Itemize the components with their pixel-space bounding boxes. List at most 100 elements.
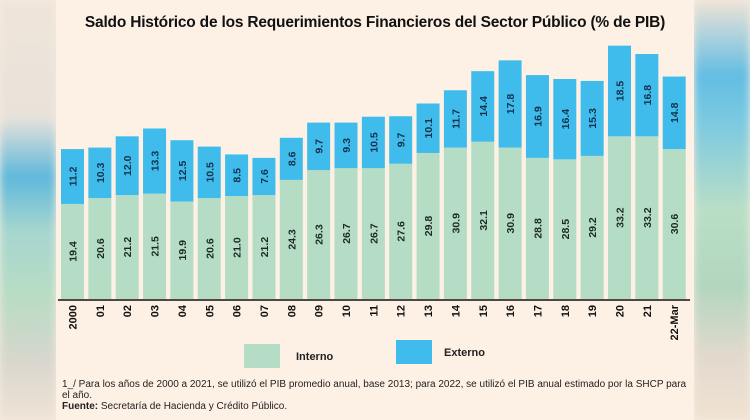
x-tick-label: 05 xyxy=(204,305,216,317)
bar-interno-14 xyxy=(443,147,467,299)
data-label-externo: 16.4 xyxy=(560,109,572,130)
legend-label-externo: Externo xyxy=(444,347,485,359)
bar-externo-18 xyxy=(553,78,577,160)
bar-externo-17 xyxy=(525,75,549,158)
data-label-interno: 26.7 xyxy=(368,223,380,244)
bar-interno-18 xyxy=(553,159,577,299)
data-label-externo: 10.5 xyxy=(368,132,380,153)
x-tick-label: 17 xyxy=(532,305,544,317)
x-tick-label: 10 xyxy=(341,305,353,317)
data-label-interno: 32.1 xyxy=(478,210,490,231)
bar-externo-07 xyxy=(252,157,276,196)
bar-externo-11 xyxy=(361,116,385,169)
data-label-interno: 27.6 xyxy=(396,221,408,242)
data-label-interno: 33.2 xyxy=(642,207,654,228)
bar-externo-04 xyxy=(170,140,194,202)
x-tick-label: 03 xyxy=(150,305,162,317)
source-label: Fuente: xyxy=(62,401,99,412)
bar-externo-13 xyxy=(416,103,440,153)
bar-externo-2000 xyxy=(61,149,84,204)
x-tick-label: 15 xyxy=(478,305,490,317)
footnote-text: 1_/ Para los años de 2000 a 2021, se uti… xyxy=(62,379,687,401)
data-label-externo: 10.3 xyxy=(95,162,107,183)
bar-externo-12 xyxy=(389,116,413,164)
data-label-externo: 17.8 xyxy=(505,94,517,115)
bar-interno-09 xyxy=(307,170,331,299)
chart-title: Saldo Histórico de los Requerimientos Fi… xyxy=(84,14,666,31)
bar-interno-17 xyxy=(525,157,549,299)
bar-interno-15 xyxy=(471,141,495,299)
bar-interno-2000 xyxy=(61,203,84,299)
x-tick-label: 12 xyxy=(396,305,408,317)
bar-externo-08 xyxy=(279,137,303,180)
bar-externo-09 xyxy=(307,122,331,171)
legend: Interno Externo xyxy=(56,338,694,368)
x-tick-label: 07 xyxy=(259,305,271,317)
bar-externo-06 xyxy=(225,154,249,197)
bar-externo-01 xyxy=(88,147,112,199)
data-label-externo: 16.9 xyxy=(532,106,544,127)
x-tick-label: 18 xyxy=(560,305,572,317)
data-label-externo: 8.5 xyxy=(232,168,244,183)
data-label-interno: 28.5 xyxy=(560,219,572,240)
x-tick-label: 20 xyxy=(615,305,627,317)
data-label-externo: 12.0 xyxy=(122,155,134,176)
chart-panel: Saldo Histórico de los Requerimientos Fi… xyxy=(56,0,694,420)
source-line: Fuente: Secretaría de Hacienda y Crédito… xyxy=(62,401,692,412)
data-label-externo: 9.7 xyxy=(396,133,408,148)
bar-interno-06 xyxy=(225,196,249,299)
data-label-interno: 21.5 xyxy=(150,236,162,257)
background-blur-right xyxy=(694,0,750,420)
x-tick-label: 06 xyxy=(232,305,244,317)
data-label-externo: 10.5 xyxy=(204,162,216,183)
legend-swatch-interno xyxy=(244,344,280,368)
data-label-interno: 20.6 xyxy=(204,238,216,259)
data-label-interno: 30.9 xyxy=(450,213,462,234)
x-tick-label: 19 xyxy=(587,305,599,317)
bar-interno-16 xyxy=(498,147,522,299)
bar-interno-13 xyxy=(416,152,440,299)
bar-externo-10 xyxy=(334,122,358,169)
data-label-externo: 15.3 xyxy=(587,108,599,129)
data-label-externo: 14.8 xyxy=(669,102,681,123)
x-tick-label: 22-Mar xyxy=(669,304,681,340)
x-tick-label: 02 xyxy=(122,305,134,317)
data-label-interno: 21.0 xyxy=(232,237,244,258)
data-label-interno: 26.7 xyxy=(341,223,353,244)
data-label-externo: 11.7 xyxy=(450,109,462,129)
data-label-externo: 8.6 xyxy=(286,151,298,166)
data-label-interno: 24.3 xyxy=(286,229,298,250)
bar-interno-22-Mar xyxy=(662,149,686,299)
data-label-externo: 14.4 xyxy=(478,96,490,117)
data-label-externo: 18.5 xyxy=(615,81,627,102)
bar-interno-04 xyxy=(170,201,194,299)
bar-externo-03 xyxy=(143,128,167,194)
x-tick-label: 01 xyxy=(95,305,107,317)
data-label-interno: 29.8 xyxy=(423,216,435,237)
bar-externo-02 xyxy=(115,136,139,196)
data-label-externo: 9.7 xyxy=(314,139,326,154)
bar-externo-21 xyxy=(635,54,659,137)
data-label-externo: 9.3 xyxy=(341,138,353,153)
bar-interno-01 xyxy=(88,198,112,299)
legend-label-interno: Interno xyxy=(296,351,334,363)
data-label-interno: 33.2 xyxy=(615,207,627,228)
bar-interno-20 xyxy=(608,136,631,299)
data-label-externo: 13.3 xyxy=(150,151,162,172)
x-tick-label: 13 xyxy=(423,305,435,317)
bar-interno-05 xyxy=(197,198,221,299)
bar-externo-19 xyxy=(580,80,604,156)
bar-externo-15 xyxy=(471,71,495,142)
x-tick-label: 09 xyxy=(314,305,326,317)
data-label-externo: 12.5 xyxy=(177,160,189,181)
data-label-externo: 7.6 xyxy=(259,169,271,184)
x-tick-label: 08 xyxy=(286,305,298,317)
bar-interno-10 xyxy=(334,168,358,299)
bar-externo-22-Mar xyxy=(662,76,686,150)
x-tick-label: 14 xyxy=(450,304,462,317)
data-label-interno: 19.9 xyxy=(177,240,189,261)
data-label-externo: 11.2 xyxy=(68,166,80,186)
legend-swatch-externo xyxy=(396,340,432,364)
bar-interno-11 xyxy=(361,168,385,299)
data-label-interno: 20.6 xyxy=(95,238,107,259)
